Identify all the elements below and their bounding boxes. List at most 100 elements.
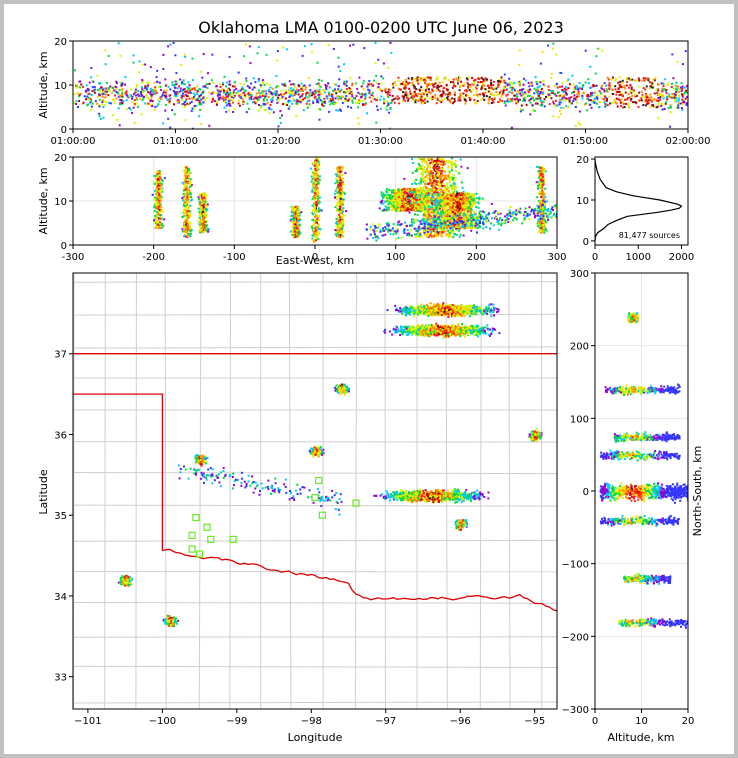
time-altitude-point: [615, 90, 618, 93]
time-altitude-point: [277, 96, 280, 99]
east-west-point: [157, 178, 160, 181]
east-west-point: [185, 191, 188, 194]
east-west-point: [385, 198, 388, 201]
time-altitude-point: [86, 87, 89, 90]
time-altitude-point: [73, 93, 76, 96]
time-altitude-point: [380, 75, 383, 78]
time-altitude-point: [199, 109, 202, 111]
time-altitude-point: [552, 102, 555, 105]
time-altitude-point: [589, 99, 592, 102]
time-altitude-point: [349, 44, 352, 47]
time-altitude-point: [574, 86, 576, 89]
time-altitude-point: [479, 93, 481, 96]
time-altitude-point: [278, 97, 281, 100]
time-altitude-point: [376, 97, 379, 100]
time-altitude-point: [600, 97, 603, 100]
time-altitude-point: [337, 65, 340, 68]
time-altitude-point: [86, 104, 89, 107]
time-altitude-point: [574, 106, 577, 108]
time-altitude-point: [263, 109, 266, 112]
time-altitude-point: [364, 97, 367, 100]
time-altitude-point: [325, 86, 327, 89]
time-altitude-point: [617, 90, 620, 93]
east-west-point: [204, 208, 207, 211]
east-west-point: [203, 200, 206, 203]
time-altitude-point: [312, 93, 315, 96]
time-altitude-point: [463, 98, 466, 101]
time-altitude-point: [375, 82, 378, 85]
east-west-point: [399, 200, 402, 203]
time-altitude-point: [679, 102, 682, 105]
time-altitude-point: [228, 94, 231, 97]
east-west-point: [317, 207, 320, 210]
time-altitude-point: [140, 91, 143, 93]
east-west-point: [159, 221, 161, 224]
east-west-point: [186, 222, 188, 225]
east-west-point: [310, 225, 313, 228]
time-altitude-point: [561, 89, 564, 92]
time-altitude-point: [318, 118, 321, 121]
time-altitude-point: [497, 93, 500, 95]
time-altitude-point: [605, 104, 608, 107]
time-altitude-point: [418, 92, 421, 95]
time-altitude-point: [188, 87, 191, 90]
time-altitude-point: [193, 107, 196, 110]
time-altitude-point: [620, 104, 623, 107]
time-altitude-point: [427, 82, 430, 85]
time-altitude-point: [204, 98, 207, 101]
time-altitude-point: [490, 83, 492, 86]
time-altitude-point: [318, 93, 321, 96]
east-west-point: [334, 229, 337, 232]
time-altitude-point: [413, 87, 416, 90]
time-altitude-point: [355, 95, 358, 98]
east-west-point: [188, 195, 191, 198]
east-west-point: [294, 230, 296, 233]
time-altitude-point: [119, 103, 121, 106]
east-west-point: [341, 218, 344, 221]
time-altitude-point: [608, 95, 611, 98]
east-west-point: [338, 190, 341, 193]
time-altitude-point: [421, 102, 424, 105]
time-altitude-point: [662, 82, 665, 85]
east-west-point: [199, 209, 202, 211]
time-altitude-point: [239, 82, 242, 85]
east-west-point: [434, 169, 437, 172]
time-altitude-point: [404, 99, 407, 102]
time-altitude-point: [132, 61, 135, 64]
east-west-point: [403, 195, 406, 198]
time-altitude-point: [248, 86, 251, 89]
time-altitude-point: [677, 85, 679, 88]
east-west-point: [413, 209, 416, 212]
time-altitude-point: [320, 100, 323, 103]
east-west-point: [339, 206, 342, 208]
time-altitude-point: [147, 84, 149, 87]
east-west-point: [419, 204, 422, 207]
east-west-point: [205, 224, 208, 227]
east-west-point: [153, 219, 155, 222]
east-west-point: [437, 195, 440, 197]
east-west-point: [184, 212, 187, 215]
east-west-point: [188, 186, 191, 188]
time-altitude-point: [124, 83, 126, 86]
time-altitude-xtick-label: 01:00:00: [51, 136, 96, 147]
time-altitude-point: [449, 99, 452, 102]
time-altitude-point: [224, 98, 227, 101]
time-altitude-point: [437, 88, 440, 91]
east-west-point: [336, 192, 339, 194]
time-altitude-point: [566, 79, 569, 82]
east-west-point: [309, 167, 312, 170]
east-west-point: [186, 217, 189, 220]
time-altitude-point: [610, 78, 613, 81]
east-west-point: [182, 211, 185, 214]
east-west-point: [291, 205, 293, 208]
time-altitude-point: [638, 99, 641, 102]
time-altitude-point: [407, 94, 410, 97]
east-west-point: [312, 162, 315, 165]
east-west-point: [182, 199, 185, 202]
east-west-point: [395, 198, 398, 201]
time-altitude-point: [504, 81, 507, 84]
time-altitude-point: [299, 99, 302, 102]
time-altitude-point: [225, 104, 228, 107]
time-altitude-point: [670, 86, 673, 88]
